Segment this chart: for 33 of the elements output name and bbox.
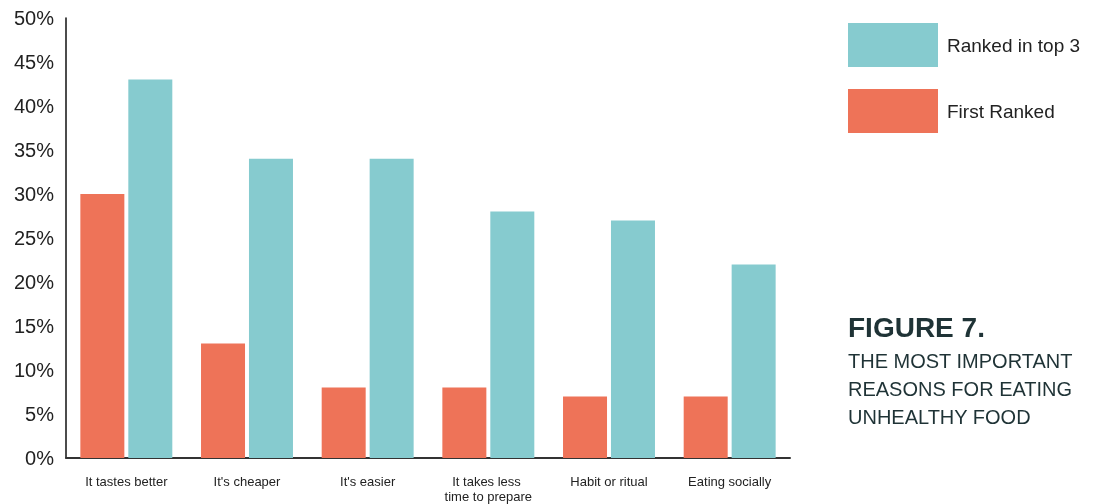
y-tick-label: 40% — [13, 95, 55, 117]
y-tick-label: 5% — [25, 403, 55, 425]
y-tick-label: 35% — [13, 139, 55, 161]
bar — [80, 194, 125, 458]
bar — [369, 158, 414, 458]
x-tick-label: It takes less time to prepare — [444, 474, 533, 504]
y-tick-label: 30% — [13, 183, 55, 205]
legend-label: First Ranked — [947, 100, 1055, 122]
text: THE MOST IMPORTANT REASONS FOR EATING UNHEALTHY FOOD — [848, 350, 1078, 428]
y-tick-label: 15% — [13, 315, 55, 337]
legend-label: Ranked in top 3 — [947, 34, 1081, 56]
bar — [610, 220, 655, 458]
y-tick-label: 0% — [25, 447, 55, 469]
bar — [563, 396, 608, 458]
y-tick-label: 50% — [13, 7, 55, 29]
text: FIGURE 7. — [848, 311, 985, 343]
bar — [490, 211, 535, 458]
x-tick-label: It tastes better — [85, 474, 169, 489]
y-tick-label: 25% — [13, 227, 55, 249]
bar — [128, 79, 173, 458]
x-tick-label: It's easier — [340, 474, 396, 489]
x-tick-label: Eating socially — [688, 474, 772, 489]
bar — [442, 387, 487, 458]
bar — [248, 158, 293, 458]
y-tick-label: 45% — [13, 51, 55, 73]
bar — [201, 343, 246, 458]
bar — [731, 264, 776, 458]
bar — [321, 387, 366, 458]
x-tick-label: Habit or ritual — [570, 474, 648, 489]
y-tick-label: 20% — [13, 271, 55, 293]
x-tick-label: It's cheaper — [213, 474, 282, 489]
y-tick-label: 10% — [13, 359, 55, 381]
bar — [683, 396, 728, 458]
